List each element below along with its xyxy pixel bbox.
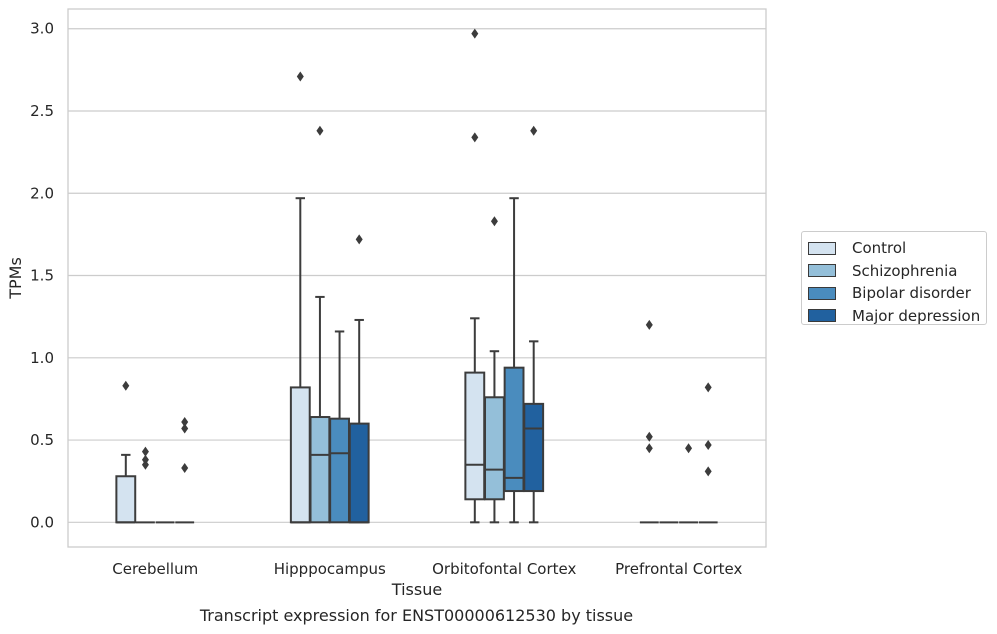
box-iqr [329, 417, 350, 524]
box-bipolar-disorder [679, 443, 698, 524]
outlier-point [316, 125, 324, 136]
outlier-point [704, 466, 712, 477]
outlier-point [296, 71, 304, 82]
boxes [115, 28, 718, 524]
outlier-point [141, 454, 149, 465]
legend-item: Major depression [808, 305, 986, 328]
legend-swatch [808, 241, 836, 255]
outlier-point [181, 463, 189, 474]
y-tick-label: 1.0 [30, 349, 54, 367]
x-axis-label: Tissue [391, 580, 442, 599]
box-bipolar-disorder [329, 330, 350, 524]
legend: Control Schizophrenia Bipolar disorder Majo… [801, 231, 987, 325]
legend-swatch [808, 264, 836, 278]
x-tick-label: Cerebellum [112, 560, 198, 578]
outlier-point [530, 125, 538, 136]
y-tick-labels: 0.0 0.5 1.0 1.5 2.0 2.5 3.0 [30, 20, 54, 532]
box-schizophrenia [309, 125, 331, 524]
y-tick-label: 1.5 [30, 267, 54, 285]
x-tick-labels: Cerebellum Hipppocampus Orbitofontal Corte… [112, 560, 742, 578]
outlier-point [471, 132, 479, 143]
box-major-depression [523, 125, 545, 524]
legend-label: Schizophrenia [852, 261, 958, 280]
box-iqr [503, 366, 525, 493]
outlier-point [181, 423, 189, 434]
y-tick-label: 0.0 [30, 513, 54, 531]
outlier-point [355, 234, 363, 245]
x-tick-label: Orbitofontal Cortex [432, 560, 576, 578]
legend-item: Schizophrenia [808, 260, 986, 283]
box-iqr [309, 416, 331, 524]
outlier-point [490, 216, 498, 227]
legend-swatch [808, 286, 836, 300]
y-tick-label: 2.0 [30, 184, 54, 202]
outlier-point [645, 319, 653, 330]
box-iqr [523, 402, 545, 493]
box-bipolar-disorder [503, 197, 525, 524]
legend-item: Bipolar disorder [808, 282, 986, 305]
box-control [639, 319, 659, 524]
x-tick-label: Prefrontal Cortex [615, 560, 742, 578]
grid-lines [68, 28, 766, 523]
box-major-depression [348, 234, 370, 524]
outlier-point [704, 382, 712, 393]
outlier-point [471, 28, 479, 39]
outlier-point [645, 431, 653, 442]
box-control [115, 380, 137, 524]
box-iqr [464, 371, 486, 501]
legend-item: Control [808, 237, 986, 260]
outlier-point [685, 443, 693, 454]
outlier-point [122, 380, 130, 391]
y-axis-label: TPMs [6, 257, 25, 300]
y-tick-label: 0.5 [30, 431, 54, 449]
box-major-depression [698, 382, 718, 524]
box-iqr [484, 396, 505, 501]
outlier-point [141, 446, 149, 457]
box-iqr [348, 422, 370, 524]
box-schizophrenia [136, 446, 155, 524]
y-tick-label: 3.0 [30, 20, 54, 38]
box-iqr [115, 475, 137, 524]
box-major-depression [175, 416, 195, 524]
y-tick-label: 2.5 [30, 102, 54, 120]
legend-swatch [808, 309, 836, 323]
box-control [289, 71, 311, 524]
chart-caption: Transcript expression for ENST0000061253… [199, 606, 634, 625]
outlier-point [704, 439, 712, 450]
x-tick-label: Hipppocampus [274, 560, 386, 578]
legend-label: Control [852, 239, 907, 258]
box-iqr [289, 386, 311, 524]
legend-label: Major depression [852, 306, 981, 325]
legend-label: Bipolar disorder [852, 284, 971, 303]
plot-frame [67, 8, 767, 548]
outlier-point [645, 443, 653, 454]
box-schizophrenia [484, 216, 505, 524]
outlier-point [181, 416, 189, 427]
